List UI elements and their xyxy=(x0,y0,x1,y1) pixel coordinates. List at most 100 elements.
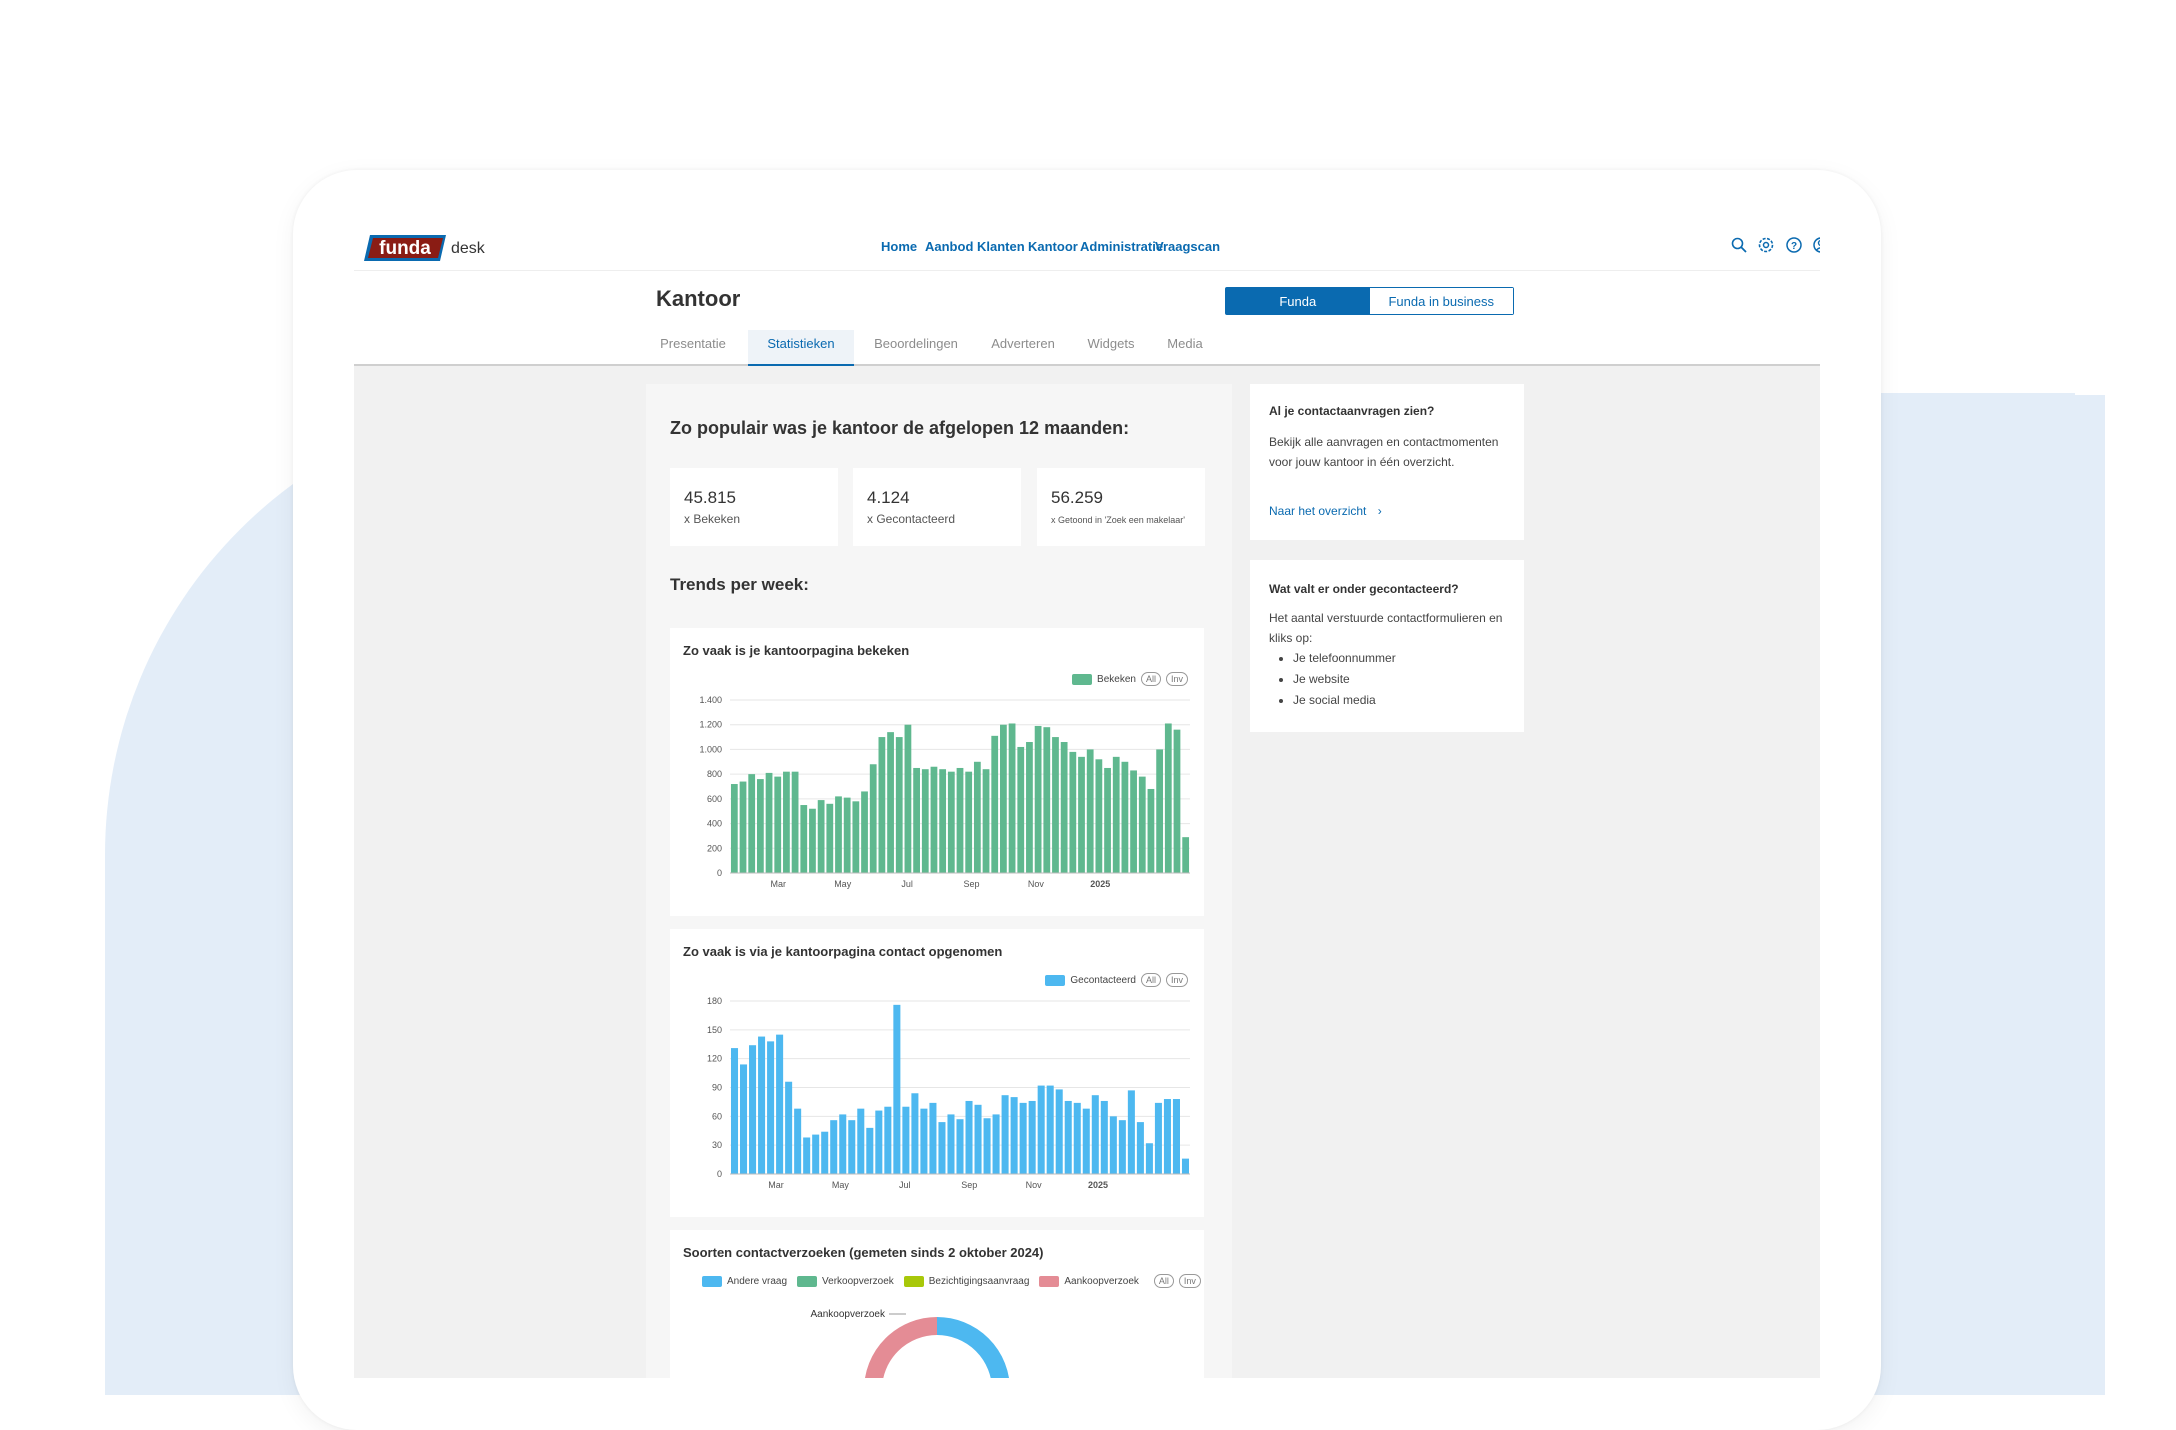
bar[interactable] xyxy=(1164,723,1172,873)
overview-link[interactable]: Naar het overzicht › xyxy=(1269,504,1382,518)
bar[interactable] xyxy=(1046,1085,1054,1174)
bar[interactable] xyxy=(1091,1095,1099,1174)
bar[interactable] xyxy=(895,737,903,873)
nav-klanten[interactable]: Klanten xyxy=(977,239,1025,254)
legend-item-bezichtiging[interactable]: Bezichtigingsaanvraag xyxy=(903,1275,1029,1287)
bar[interactable] xyxy=(974,1104,982,1174)
bar[interactable] xyxy=(835,796,842,873)
legend-inv-button[interactable]: Inv xyxy=(1165,973,1188,987)
bar[interactable] xyxy=(902,1106,910,1174)
bar[interactable] xyxy=(800,805,808,873)
bar[interactable] xyxy=(730,1048,739,1174)
bar[interactable] xyxy=(1026,742,1033,873)
bar[interactable] xyxy=(1138,776,1146,873)
bar[interactable] xyxy=(843,797,851,873)
bar[interactable] xyxy=(774,776,782,873)
bar[interactable] xyxy=(783,771,790,873)
bar[interactable] xyxy=(1001,1095,1009,1174)
bar[interactable] xyxy=(982,769,990,873)
tab-widgets[interactable]: Widgets xyxy=(1087,336,1135,351)
bar[interactable] xyxy=(803,1137,811,1174)
legend-item-verkoop[interactable]: Verkoopverzoek xyxy=(797,1275,894,1287)
tab-presentatie[interactable]: Presentatie xyxy=(660,336,726,351)
bar[interactable] xyxy=(730,784,738,873)
bar[interactable] xyxy=(1037,1085,1045,1174)
bar[interactable] xyxy=(911,1093,919,1174)
bar[interactable] xyxy=(887,732,894,873)
bar[interactable] xyxy=(965,1100,973,1174)
bar[interactable] xyxy=(913,767,920,873)
bar[interactable] xyxy=(1052,737,1059,873)
bar[interactable] xyxy=(884,1106,892,1174)
bar[interactable] xyxy=(1109,1116,1117,1174)
bar[interactable] xyxy=(983,1118,991,1174)
bar[interactable] xyxy=(929,1102,937,1174)
toggle-funda-in-business[interactable]: Funda in business xyxy=(1369,288,1513,314)
bar[interactable] xyxy=(1055,1089,1063,1174)
bar[interactable] xyxy=(1112,756,1120,873)
bar[interactable] xyxy=(904,724,912,873)
bar[interactable] xyxy=(878,737,886,873)
bar[interactable] xyxy=(1118,1120,1126,1174)
search-icon[interactable] xyxy=(1730,236,1748,254)
bar[interactable] xyxy=(1121,761,1129,873)
bar[interactable] xyxy=(794,1108,802,1174)
legend-label[interactable]: Bekeken xyxy=(1097,673,1136,685)
bar[interactable] xyxy=(1017,746,1025,873)
bar[interactable] xyxy=(1136,1122,1144,1174)
bar[interactable] xyxy=(921,769,929,873)
legend-item-andere[interactable]: Andere vraag xyxy=(702,1275,787,1287)
tab-beoordelingen[interactable]: Beoordelingen xyxy=(874,336,958,351)
bar[interactable] xyxy=(826,803,834,873)
legend-all-button[interactable]: All xyxy=(1140,672,1161,686)
tab-media[interactable]: Media xyxy=(1167,336,1203,351)
bar[interactable] xyxy=(956,767,964,873)
bar[interactable] xyxy=(1154,1102,1162,1174)
bar[interactable] xyxy=(947,771,955,873)
bar[interactable] xyxy=(1043,727,1051,873)
bar[interactable] xyxy=(1019,1102,1027,1174)
legend-label[interactable]: Gecontacteerd xyxy=(1070,974,1136,986)
donut-slice[interactable] xyxy=(936,1317,1009,1378)
bar[interactable] xyxy=(848,1120,856,1174)
bar[interactable] xyxy=(740,1064,748,1174)
donut-slice[interactable] xyxy=(865,1317,938,1378)
bar[interactable] xyxy=(1182,837,1190,873)
bar[interactable] xyxy=(817,800,825,873)
bar[interactable] xyxy=(1147,788,1155,873)
bar[interactable] xyxy=(1064,1100,1072,1174)
bar[interactable] xyxy=(791,771,799,873)
bar[interactable] xyxy=(869,764,877,873)
bar[interactable] xyxy=(939,769,947,873)
bar[interactable] xyxy=(765,772,773,873)
bar[interactable] xyxy=(776,1034,784,1174)
bar[interactable] xyxy=(857,1108,865,1174)
legend-all-button[interactable]: All xyxy=(1140,973,1161,987)
toggle-funda[interactable]: Funda xyxy=(1226,288,1370,314)
help-icon[interactable]: ? xyxy=(1785,236,1803,254)
legend-all-button[interactable]: All xyxy=(1153,1274,1174,1288)
bar[interactable] xyxy=(893,1004,901,1174)
legend-inv-button[interactable]: Inv xyxy=(1165,672,1188,686)
bar[interactable] xyxy=(809,808,816,873)
bar[interactable] xyxy=(875,1110,883,1174)
bar[interactable] xyxy=(920,1108,928,1174)
bar[interactable] xyxy=(1095,759,1103,873)
bar[interactable] xyxy=(1082,1108,1090,1174)
bar[interactable] xyxy=(839,1114,847,1174)
account-icon[interactable] xyxy=(1812,236,1820,254)
bar[interactable] xyxy=(749,1045,757,1174)
bar[interactable] xyxy=(1000,724,1007,873)
bar[interactable] xyxy=(1145,1143,1153,1174)
bar[interactable] xyxy=(1130,770,1137,873)
bar[interactable] xyxy=(748,774,756,873)
bar[interactable] xyxy=(821,1131,829,1174)
bar[interactable] xyxy=(1127,1090,1135,1174)
legend-item-aankoop[interactable]: Aankoopverzoek xyxy=(1039,1275,1139,1287)
nav-kantoor[interactable]: Kantoor xyxy=(1028,239,1078,254)
bar[interactable] xyxy=(830,1120,838,1174)
bar[interactable] xyxy=(739,781,747,873)
bar[interactable] xyxy=(1010,1097,1018,1174)
bar[interactable] xyxy=(1156,749,1164,873)
bar[interactable] xyxy=(1069,751,1077,873)
